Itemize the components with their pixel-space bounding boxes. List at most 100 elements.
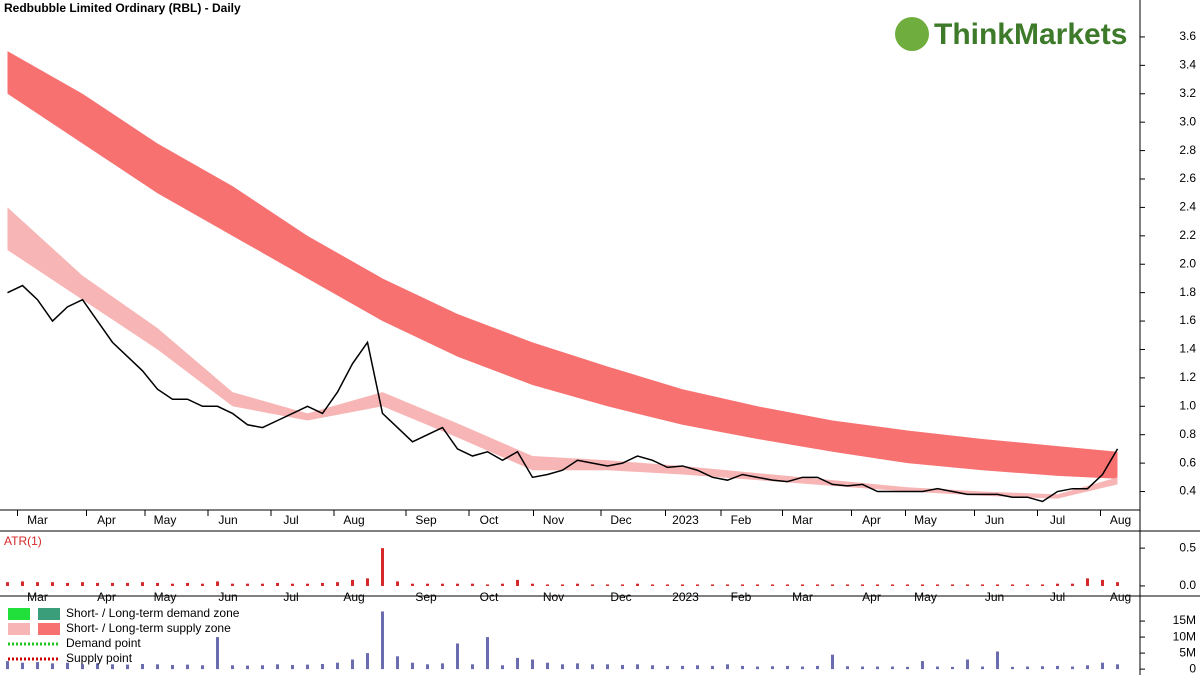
atr-bar (426, 583, 429, 586)
atr-bar (576, 583, 579, 586)
volume-bar (81, 664, 84, 670)
atr-bar (831, 584, 834, 586)
atr-bar (501, 583, 504, 586)
x-tick-label: Jun (218, 590, 237, 604)
volume-bar (981, 666, 984, 670)
volume-bar (771, 666, 774, 670)
atr-bar (306, 583, 309, 586)
volume-bar (501, 665, 504, 670)
atr-bar (966, 584, 969, 586)
y-tick-label: 1.8 (1179, 285, 1196, 299)
volume-bar (396, 656, 399, 670)
volume-bar (366, 653, 369, 670)
x-tick-label: Aug (1110, 590, 1131, 604)
volume-bar (531, 659, 534, 670)
volume-bar (156, 664, 159, 670)
atr-bar (1041, 584, 1044, 586)
volume-bar (141, 663, 144, 670)
x-tick-label: Aug (1110, 513, 1131, 527)
volume-bar (516, 657, 519, 670)
y-tick-label: 1.6 (1179, 313, 1196, 327)
x-tick-label: Dec (610, 513, 631, 527)
volume-tick-label: 5M (1179, 645, 1196, 659)
atr-bar (1116, 582, 1119, 586)
atr-bar (396, 581, 399, 586)
y-tick-label: 1.4 (1179, 342, 1196, 356)
supply-zone (7, 51, 1118, 479)
atr-bar (1026, 584, 1029, 586)
x-tick-label: Jul (1050, 590, 1065, 604)
x-tick-label: Sep (415, 590, 437, 604)
atr-bar (471, 583, 474, 586)
volume-bar (486, 637, 489, 670)
atr-bar (666, 584, 669, 586)
volume-bar (861, 666, 864, 670)
volume-bar (1071, 666, 1074, 670)
atr-bar (171, 583, 174, 586)
atr-bar (321, 582, 324, 586)
x-tick-label: Apr (97, 513, 116, 527)
volume-bar (876, 666, 879, 670)
volume-bar (456, 643, 459, 670)
volume-bar (276, 664, 279, 670)
atr-bar (246, 583, 249, 586)
volume-bar (561, 664, 564, 670)
volume-tick-label: 10M (1173, 629, 1196, 643)
volume-bar (471, 664, 474, 670)
volume-bar (1101, 662, 1104, 670)
volume-bar (816, 665, 819, 670)
volume-bar (321, 663, 324, 670)
atr-bar (756, 584, 759, 586)
atr-bar (1086, 578, 1089, 586)
x-tick-label: Mar (27, 590, 48, 604)
volume-bar (201, 665, 204, 670)
legend-label: Short- / Long-term demand zone (66, 606, 240, 620)
volume-bar (261, 665, 264, 670)
atr-bar (411, 583, 414, 586)
volume-bar (291, 664, 294, 670)
atr-bar (231, 583, 234, 586)
volume-bar (996, 651, 999, 670)
x-tick-label: Mar (792, 513, 813, 527)
volume-bar (936, 666, 939, 670)
atr-bar (651, 584, 654, 586)
y-tick-label: 0.4 (1179, 484, 1196, 498)
volume-bar (411, 662, 414, 670)
y-tick-label: 2.0 (1179, 256, 1196, 270)
y-tick-label: 3.4 (1179, 58, 1196, 72)
x-tick-label: Mar (792, 590, 813, 604)
atr-bar (891, 584, 894, 586)
x-tick-label: Oct (480, 590, 499, 604)
x-tick-label: Sep (415, 513, 437, 527)
volume-bar (36, 662, 39, 670)
atr-bar (846, 584, 849, 586)
volume-bar (1116, 664, 1119, 670)
atr-bar (861, 584, 864, 586)
volume-tick-label: 0 (1189, 661, 1196, 675)
y-tick-label: 2.8 (1179, 143, 1196, 157)
atr-bar (21, 581, 24, 586)
atr-bar (936, 584, 939, 586)
volume-bar (576, 663, 579, 670)
atr-bar (801, 584, 804, 586)
atr-bar (51, 582, 54, 586)
atr-bar (261, 583, 264, 586)
atr-bar (141, 582, 144, 586)
x-tick-label: Jul (1050, 513, 1065, 527)
atr-bar (921, 584, 924, 586)
atr-bar (276, 582, 279, 586)
atr-bar (906, 584, 909, 586)
atr-bar (621, 584, 624, 586)
volume-bar (891, 666, 894, 670)
x-tick-label: Jun (218, 513, 237, 527)
x-tick-label: Nov (543, 590, 564, 604)
atr-bar (561, 584, 564, 586)
volume-bar (336, 662, 339, 670)
atr-bar (996, 584, 999, 586)
y-tick-label: 1.0 (1179, 398, 1196, 412)
y-tick-label: 1.2 (1179, 370, 1196, 384)
atr-bar (1071, 583, 1074, 586)
volume-bar (921, 661, 924, 670)
atr-bar (771, 584, 774, 586)
